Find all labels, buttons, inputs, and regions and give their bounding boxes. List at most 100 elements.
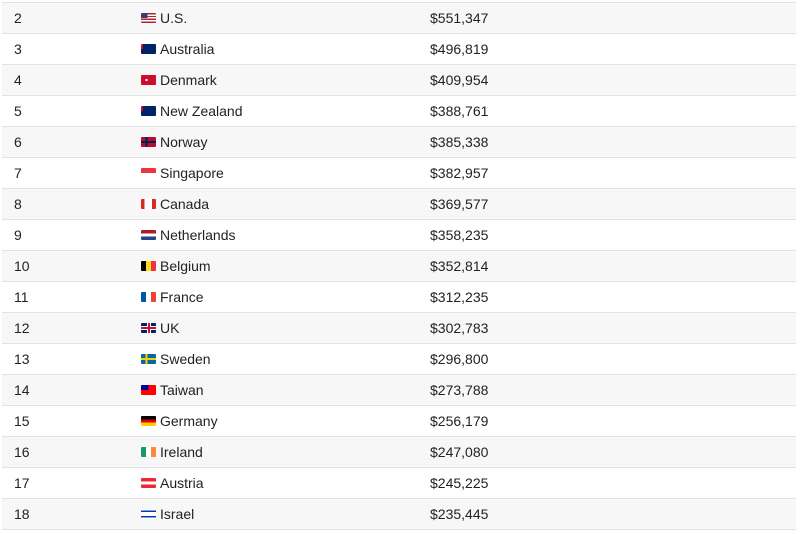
table-row: 3 Australia $496,819 xyxy=(2,34,796,65)
country-cell: Canada xyxy=(141,189,209,219)
us-flag-icon xyxy=(141,13,156,23)
value-cell: $369,577 xyxy=(430,196,489,212)
table-row: 15 Germany $256,179 xyxy=(2,406,796,437)
country-name: Taiwan xyxy=(160,382,204,398)
value-cell: $496,819 xyxy=(430,41,489,57)
country-cell: U.S. xyxy=(141,3,187,33)
country-name: Australia xyxy=(160,41,215,57)
rank-cell: 8 xyxy=(14,196,22,212)
table-row: 4 Denmark $409,954 xyxy=(2,65,796,96)
value-cell: $256,179 xyxy=(430,413,489,429)
value-cell: $551,347 xyxy=(430,10,489,26)
table-row: 18 Israel $235,445 xyxy=(2,499,796,530)
country-name: Sweden xyxy=(160,351,211,367)
country-name: Canada xyxy=(160,196,210,212)
country-cell: Israel xyxy=(141,499,194,529)
rank-cell: 10 xyxy=(14,258,30,274)
table-row: 5 New Zealand $388,761 xyxy=(2,96,796,127)
country-cell: Netherlands xyxy=(141,220,236,250)
country-cell: Ireland xyxy=(141,437,203,467)
rank-cell: 11 xyxy=(14,289,29,305)
value-cell: $302,783 xyxy=(430,320,489,336)
rank-cell: 14 xyxy=(14,382,30,398)
table-row: 7 Singapore $382,957 xyxy=(2,158,796,189)
country-cell: New Zealand xyxy=(141,96,243,126)
value-cell: $382,957 xyxy=(430,165,489,181)
netherlands-flag-icon xyxy=(141,230,156,240)
rank-cell: 17 xyxy=(14,475,30,491)
country-name: Ireland xyxy=(160,444,203,460)
value-cell: $352,814 xyxy=(430,258,489,274)
israel-flag-icon xyxy=(141,509,156,519)
country-name: Netherlands xyxy=(160,227,236,243)
table-row: 12 UK $302,783 xyxy=(2,313,796,344)
table-row: 16 Ireland $247,080 xyxy=(2,437,796,468)
country-cell: Sweden xyxy=(141,344,211,374)
rank-cell: 2 xyxy=(14,10,22,26)
table-row: 11 France $312,235 xyxy=(2,282,796,313)
germany-flag-icon xyxy=(141,416,156,426)
table-row: 2 U.S. $551,347 xyxy=(2,3,796,34)
value-cell: $273,788 xyxy=(430,382,489,398)
country-name: Israel xyxy=(160,506,195,522)
rank-cell: 18 xyxy=(14,506,30,522)
rank-cell: 13 xyxy=(14,351,30,367)
country-name: Norway xyxy=(160,134,208,150)
table-row: 14 Taiwan $273,788 xyxy=(2,375,796,406)
country-name: Germany xyxy=(160,413,218,429)
rank-cell: 9 xyxy=(14,227,22,243)
rank-cell: 4 xyxy=(14,72,22,88)
table-row: 10 Belgium $352,814 xyxy=(2,251,796,282)
new-zealand-flag-icon xyxy=(141,106,156,116)
rank-cell: 6 xyxy=(14,134,22,150)
value-cell: $409,954 xyxy=(430,72,489,88)
table-row: 9 Netherlands $358,235 xyxy=(2,220,796,251)
france-flag-icon xyxy=(141,292,156,302)
rank-cell: 5 xyxy=(14,103,22,119)
australia-flag-icon xyxy=(141,44,156,54)
value-cell: $388,761 xyxy=(430,103,489,119)
country-cell: Germany xyxy=(141,406,218,436)
taiwan-flag-icon xyxy=(141,385,156,395)
country-cell: France xyxy=(141,282,204,312)
country-cell: Taiwan xyxy=(141,375,204,405)
country-cell: Australia xyxy=(141,34,214,64)
country-name: Belgium xyxy=(160,258,211,274)
country-name: New Zealand xyxy=(160,103,243,119)
country-cell: Austria xyxy=(141,468,204,498)
value-cell: $245,225 xyxy=(430,475,489,491)
sweden-flag-icon xyxy=(141,354,156,364)
rank-cell: 12 xyxy=(14,320,30,336)
table-row: 8 Canada $369,577 xyxy=(2,189,796,220)
table-row: 17 Austria $245,225 xyxy=(2,468,796,499)
rank-cell: 15 xyxy=(14,413,30,429)
belgium-flag-icon xyxy=(141,261,156,271)
table-row: 6 Norway $385,338 xyxy=(2,127,796,158)
uk-flag-icon xyxy=(141,323,156,333)
country-cell: Belgium xyxy=(141,251,211,281)
country-name: Denmark xyxy=(160,72,217,88)
country-cell: UK xyxy=(141,313,179,343)
singapore-flag-icon xyxy=(141,168,156,178)
canada-flag-icon xyxy=(141,199,156,209)
value-cell: $296,800 xyxy=(430,351,489,367)
country-name: UK xyxy=(160,320,180,336)
value-cell: $385,338 xyxy=(430,134,489,150)
country-name: Singapore xyxy=(160,165,224,181)
norway-flag-icon xyxy=(141,137,156,147)
denmark-flag-icon xyxy=(141,75,156,85)
country-name: France xyxy=(160,289,204,305)
austria-flag-icon xyxy=(141,478,156,488)
rank-cell: 7 xyxy=(14,165,22,181)
country-name: Austria xyxy=(160,475,204,491)
value-cell: $312,235 xyxy=(430,289,489,305)
value-cell: $358,235 xyxy=(430,227,489,243)
value-cell: $247,080 xyxy=(430,444,489,460)
rank-cell: 16 xyxy=(14,444,30,460)
country-cell: Norway xyxy=(141,127,207,157)
country-name: U.S. xyxy=(160,10,188,26)
value-cell: $235,445 xyxy=(430,506,489,522)
country-cell: Denmark xyxy=(141,65,217,95)
rank-cell: 3 xyxy=(14,41,22,57)
